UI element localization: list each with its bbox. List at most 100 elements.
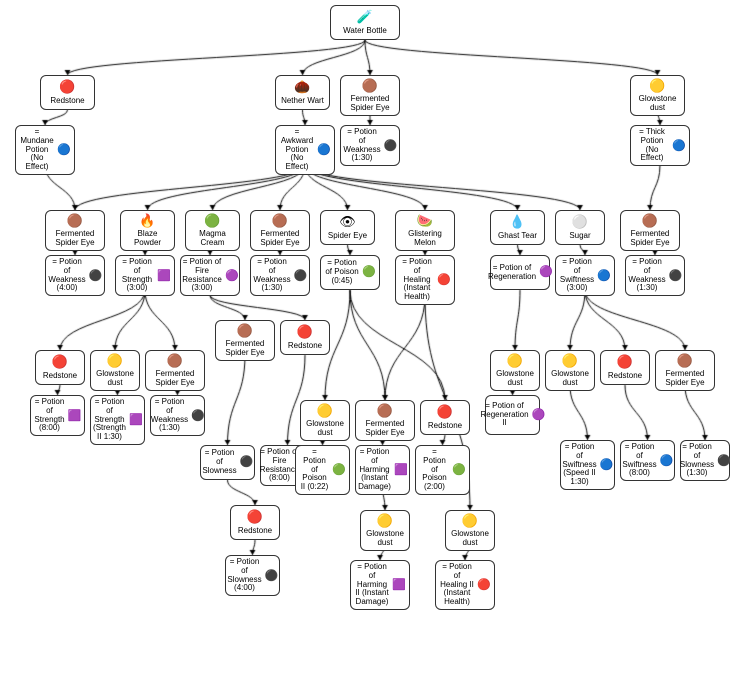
potion-icon: 🟣 xyxy=(533,408,545,422)
node-label: = Potion of Weakness (1:30)⚫ xyxy=(628,258,681,293)
node-str2: = Potion of Strength (Strength II 1:30)🟪 xyxy=(90,395,145,445)
node-label: Redstone xyxy=(288,342,322,351)
fermented_spider_eye-icon: 🟤 xyxy=(67,213,83,229)
potion-icon: 🟪 xyxy=(130,413,142,427)
node-slow130: = Potion of Slowness (1:30)⚫ xyxy=(680,440,730,481)
node-red4: 🔴Redstone xyxy=(420,400,470,435)
node-fse3: 🟤Fermented Spider Eye xyxy=(250,210,310,251)
potion-icon: 🟪 xyxy=(158,269,170,283)
fermented_spider_eye-icon: 🟤 xyxy=(377,403,393,419)
fermented_spider_eye-icon: 🟤 xyxy=(237,323,253,339)
node-red1: 🔴Redstone xyxy=(40,75,95,110)
node-str8: = Potion of Strength (8:00)🟪 xyxy=(30,395,85,436)
potion-icon: ⚫ xyxy=(241,455,253,469)
node-harm2: = Potion of Harming II (Instant Damage)🟪 xyxy=(350,560,410,610)
node-label: = Mundane Potion (No Effect)🔵 xyxy=(20,128,70,172)
node-weak4: = Potion of Weakness (4:00)⚫ xyxy=(45,255,105,296)
potion-icon: 🔵 xyxy=(318,143,330,157)
node-label: Fermented Spider Eye xyxy=(660,370,710,388)
node-label: = Potion of Slowness⚫ xyxy=(202,449,252,475)
potion-icon: 🔵 xyxy=(58,143,70,157)
fermented_spider_eye-icon: 🟤 xyxy=(642,213,658,229)
node-label: Glistering Melon xyxy=(400,230,450,248)
glowstone-icon: 🟡 xyxy=(650,78,666,94)
node-label: Ghast Tear xyxy=(498,232,537,241)
node-weak1: = Potion of Weakness (1:30)⚫ xyxy=(340,125,400,166)
node-label: = Potion of Regeneration II🟣 xyxy=(480,402,544,428)
node-label: Glowstone dust xyxy=(550,370,590,388)
node-heal: = Potion of Healing (Instant Health)🔴 xyxy=(395,255,455,305)
node-slow: = Potion of Slowness⚫ xyxy=(200,445,255,480)
node-label: Redstone xyxy=(238,527,272,536)
node-label: = Awkward Potion (No Effect)🔵 xyxy=(280,128,330,172)
node-label: = Potion of Weakness (1:30)⚫ xyxy=(253,258,306,293)
potion-icon: 🟢 xyxy=(363,265,375,279)
node-fse6: 🟤Fermented Spider Eye xyxy=(215,320,275,361)
ghast_tear-icon: 💧 xyxy=(510,215,526,231)
node-magma: 🟢Magma Cream xyxy=(185,210,240,251)
node-label: = Potion of Swiftness (3:00)🔵 xyxy=(560,258,610,293)
node-label: = Potion of Slowness (1:30)⚫ xyxy=(680,443,730,478)
nether_wart-icon: 🌰 xyxy=(295,80,311,96)
node-glow4: 🟡Glowstone dust xyxy=(490,350,540,391)
node-glow3: 🟡Glowstone dust xyxy=(300,400,350,441)
potion-icon: 🔵 xyxy=(598,269,610,283)
potion-icon: 🟣 xyxy=(226,269,238,283)
node-label: Glowstone dust xyxy=(495,370,535,388)
potion-icon: 🟢 xyxy=(453,463,465,477)
node-glow1: 🟡Glowstone dust xyxy=(630,75,685,116)
node-label: = Thick Potion (No Effect)🔵 xyxy=(635,128,685,163)
node-fse5: 🟤Fermented Spider Eye xyxy=(145,350,205,391)
node-awkward: = Awkward Potion (No Effect)🔵 xyxy=(275,125,335,175)
node-weak130c: = Potion of Weakness (1:30)⚫ xyxy=(150,395,205,436)
water_bottle-icon: 🧪 xyxy=(357,10,373,26)
potion-icon: ⚫ xyxy=(718,454,730,468)
node-label: = Potion of Harming (Instant Damage)🟪 xyxy=(358,448,407,492)
node-fse2: 🟤Fermented Spider Eye xyxy=(45,210,105,251)
node-label: Fermented Spider Eye xyxy=(345,95,395,113)
node-label: = Potion of Slowness (4:00)⚫ xyxy=(227,558,277,593)
node-slow4: = Potion of Slowness (4:00)⚫ xyxy=(225,555,280,596)
node-label: Redstone xyxy=(428,422,462,431)
potion-icon: ⚫ xyxy=(90,269,102,283)
node-label: Glowstone dust xyxy=(305,420,345,438)
node-red6: 🔴Redstone xyxy=(230,505,280,540)
node-label: = Potion of Healing (Instant Health)🔴 xyxy=(400,258,450,302)
node-wart: 🌰Nether Wart xyxy=(275,75,330,110)
fermented_spider_eye-icon: 🟤 xyxy=(272,213,288,229)
node-label: Water Bottle xyxy=(343,27,387,36)
node-poison2: = Potion of Poison II (0:22)🟢 xyxy=(295,445,350,495)
potion-icon: ⚫ xyxy=(670,269,682,283)
node-thick: = Thick Potion (No Effect)🔵 xyxy=(630,125,690,166)
node-label: Blaze Powder xyxy=(125,230,170,248)
node-label: = Potion of Harming II (Instant Damage)🟪 xyxy=(355,563,405,607)
fermented_spider_eye-icon: 🟤 xyxy=(362,78,378,94)
node-label: Redstone xyxy=(43,372,77,381)
node-root: 🧪Water Bottle xyxy=(330,5,400,40)
node-label: Redstone xyxy=(50,97,84,106)
potion-icon: 🔴 xyxy=(478,578,490,592)
magma_cream-icon: 🟢 xyxy=(205,213,221,229)
node-label: Fermented Spider Eye xyxy=(150,370,200,388)
node-fse1: 🟤Fermented Spider Eye xyxy=(340,75,400,116)
node-red5: 🔴Redstone xyxy=(600,350,650,385)
node-ghast: 💧Ghast Tear xyxy=(490,210,545,245)
node-glow7: 🟡Glowstone dust xyxy=(445,510,495,551)
node-label: = Potion of Fire Resistance (3:00)🟣 xyxy=(182,258,238,293)
potion-icon: 🔵 xyxy=(601,458,613,472)
node-str3: = Potion of Strength (3:00)🟪 xyxy=(115,255,175,296)
node-label: = Potion of Poison (0:45)🟢 xyxy=(325,259,375,285)
node-spidereye: 👁Spider Eye xyxy=(320,210,375,245)
node-glow6: 🟡Glowstone dust xyxy=(360,510,410,551)
node-label: = Potion of Strength (8:00)🟪 xyxy=(34,398,80,433)
node-swift3: = Potion of Swiftness (3:00)🔵 xyxy=(555,255,615,296)
glowstone-icon: 🟡 xyxy=(462,513,478,529)
glowstone-icon: 🟡 xyxy=(377,513,393,529)
node-label: Redstone xyxy=(608,372,642,381)
node-label: = Potion of Regeneration🟣 xyxy=(488,264,552,282)
redstone-icon: 🔴 xyxy=(247,510,263,526)
node-fse7: 🟤Fermented Spider Eye xyxy=(355,400,415,441)
potion-icon: 🟪 xyxy=(393,578,405,592)
node-label: = Potion of Weakness (1:30)⚫ xyxy=(151,398,204,433)
node-label: = Potion of Swiftness (Speed II 1:30)🔵 xyxy=(562,443,612,487)
